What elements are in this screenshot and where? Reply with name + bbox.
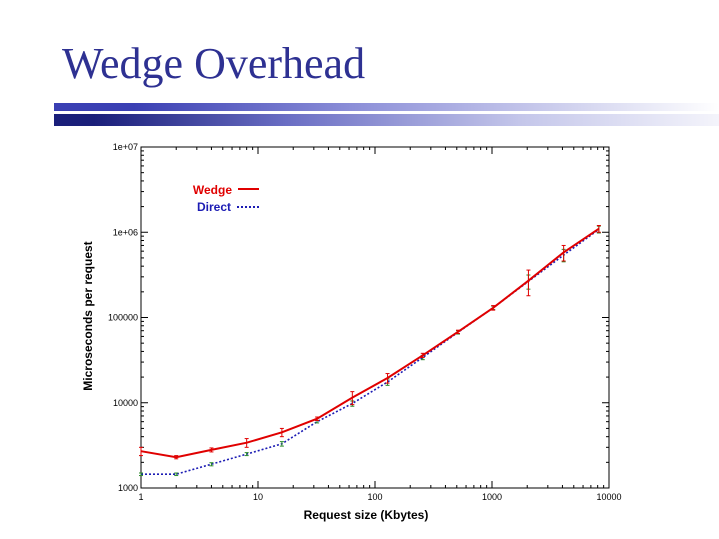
title-underline-bar <box>54 103 719 111</box>
plot-frame <box>140 146 610 489</box>
y-tick-label: 1000 <box>118 483 138 493</box>
legend-label-direct: Direct <box>197 200 231 214</box>
legend-label-wedge: Wedge <box>193 183 232 197</box>
x-axis-label: Request size (Kbytes) <box>304 508 429 522</box>
y-tick-label: 1e+07 <box>113 142 138 152</box>
y-tick-label: 10000 <box>113 398 138 408</box>
x-tick-label: 1000 <box>482 492 502 502</box>
x-tick-label: 10 <box>253 492 263 502</box>
x-tick-label: 10000 <box>596 492 621 502</box>
y-axis-label: Microseconds per request <box>81 241 95 390</box>
x-tick-label: 1 <box>138 492 143 502</box>
series-line-direct <box>141 228 600 476</box>
title-gradient-bar <box>54 114 719 126</box>
series-line-wedge <box>140 227 600 459</box>
y-tick-label: 100000 <box>108 313 138 323</box>
x-tick-label: 100 <box>367 492 382 502</box>
slide-title: Wedge Overhead <box>62 39 366 88</box>
y-tick-label: 1e+06 <box>113 227 138 237</box>
